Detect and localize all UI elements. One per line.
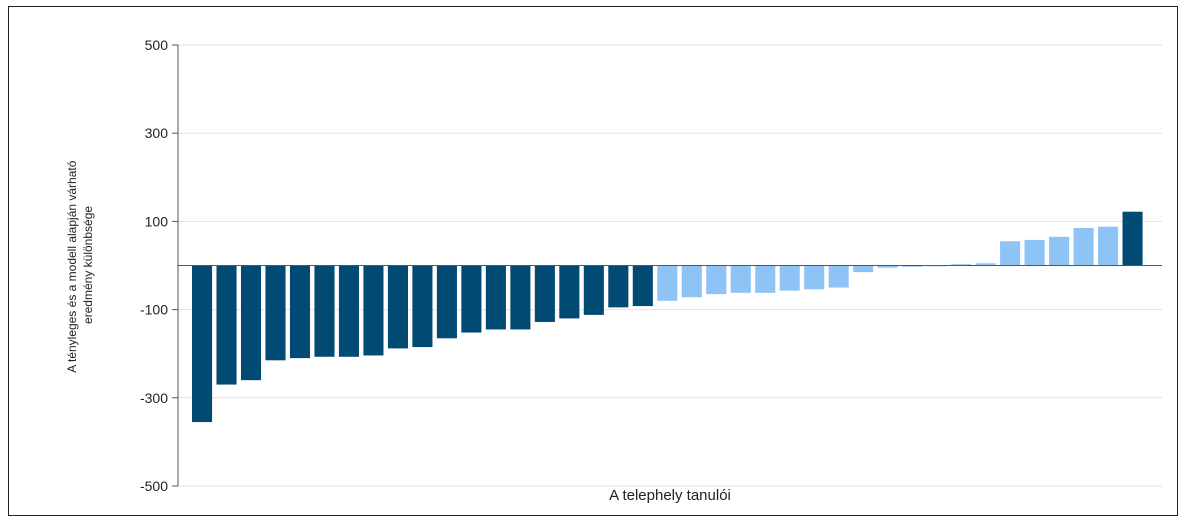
chart-frame [8, 6, 1178, 516]
bar [1000, 241, 1021, 266]
bar [363, 265, 384, 356]
bar [387, 265, 408, 349]
bar [804, 265, 825, 290]
bar [412, 265, 433, 348]
bar [265, 265, 286, 361]
bar [730, 265, 751, 293]
y-tick-label: 300 [145, 125, 169, 141]
bar [681, 265, 702, 298]
bar [975, 263, 996, 266]
y-axis-title-line-1: A tényleges és a modell alapján várható [65, 160, 79, 372]
x-axis-title: A telephely tanulói [609, 487, 731, 504]
bar [583, 265, 604, 315]
bar [534, 265, 555, 322]
bar [951, 264, 972, 266]
y-tick-labels: 500 300 100 -100 -300 -500 [140, 37, 168, 494]
bar [289, 265, 311, 359]
bar [216, 265, 237, 385]
bar [461, 265, 482, 333]
bar [1122, 211, 1143, 266]
y-tick-label: -500 [140, 478, 168, 494]
y-tick-label: -300 [140, 390, 168, 406]
bar [779, 265, 800, 291]
bar [1073, 228, 1094, 266]
y-tick-label: -100 [140, 302, 168, 318]
bar [240, 265, 262, 381]
bar [902, 265, 923, 267]
bar [510, 265, 531, 330]
bar [338, 265, 359, 357]
bar [608, 265, 629, 308]
bar [559, 265, 580, 319]
bar [632, 265, 653, 307]
bar [828, 265, 849, 288]
y-tick-label: 500 [145, 37, 169, 53]
bar [706, 265, 727, 295]
bar [1098, 226, 1119, 266]
y-axis-title: A tényleges és a modell alapján várható … [65, 157, 95, 372]
y-tick-label: 100 [145, 213, 169, 229]
gridlines [172, 44, 1162, 487]
bar [755, 265, 776, 293]
bar [1024, 239, 1045, 266]
y-axis-title-line-2: eredmény különbsége [81, 206, 95, 324]
bar [314, 265, 335, 357]
bar [192, 265, 213, 423]
bar [877, 265, 898, 268]
bar [1049, 236, 1070, 266]
bar [853, 265, 874, 273]
bars [192, 211, 1143, 423]
bar [485, 265, 506, 330]
bar [657, 265, 678, 301]
bar [436, 265, 457, 339]
